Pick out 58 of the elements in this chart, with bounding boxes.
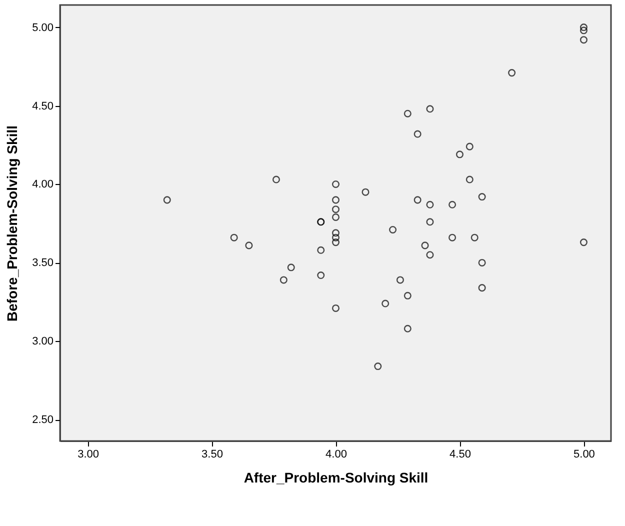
x-tick-label: 5.00 xyxy=(574,448,595,460)
point xyxy=(470,234,478,242)
y-tick-label: 5.00 xyxy=(32,22,54,34)
y-tick-label: 3.50 xyxy=(32,257,54,270)
point xyxy=(466,142,474,150)
point xyxy=(332,229,340,237)
point xyxy=(272,176,280,184)
point xyxy=(580,36,588,44)
point xyxy=(426,251,434,259)
point xyxy=(466,176,474,184)
point xyxy=(580,238,588,246)
point xyxy=(508,69,516,77)
y-tick-label: 3.00 xyxy=(32,336,54,348)
point xyxy=(404,110,412,118)
point xyxy=(245,242,253,250)
point xyxy=(421,242,429,250)
point xyxy=(317,272,325,280)
point xyxy=(332,213,340,221)
x-tick-label: 3.00 xyxy=(78,448,99,460)
point xyxy=(414,196,422,204)
point xyxy=(332,206,340,214)
point xyxy=(163,196,171,204)
point xyxy=(580,26,588,34)
point xyxy=(332,180,340,188)
point xyxy=(362,188,370,196)
point xyxy=(280,276,288,284)
x-tick-label: 4.00 xyxy=(326,448,347,460)
point xyxy=(332,304,340,312)
y-tick-label: 4.50 xyxy=(32,100,54,112)
point xyxy=(317,246,325,254)
point xyxy=(448,234,456,242)
y-tick-label: 4.00 xyxy=(32,178,54,191)
point xyxy=(332,196,340,204)
point xyxy=(426,105,434,113)
y-tick-label: 2.50 xyxy=(32,414,54,426)
point xyxy=(404,324,412,332)
point xyxy=(332,238,340,246)
point xyxy=(389,226,397,234)
point xyxy=(404,292,412,300)
point xyxy=(287,264,295,272)
point xyxy=(230,234,238,242)
x-axis-title: After_Problem-Solving Skill xyxy=(244,470,428,486)
y-axis-title: Before_Problem-Solving Skill xyxy=(4,125,20,322)
point xyxy=(478,284,486,292)
point xyxy=(426,200,434,208)
point xyxy=(414,130,422,138)
point xyxy=(332,234,340,242)
x-tick-label: 3.50 xyxy=(202,448,223,460)
point xyxy=(580,24,588,32)
point xyxy=(456,150,464,158)
point xyxy=(478,193,486,201)
point xyxy=(374,362,382,370)
point xyxy=(382,300,390,308)
point xyxy=(426,218,434,226)
x-tick-label: 4.50 xyxy=(450,448,471,460)
point xyxy=(478,258,486,266)
point xyxy=(448,200,456,208)
point xyxy=(396,276,404,284)
